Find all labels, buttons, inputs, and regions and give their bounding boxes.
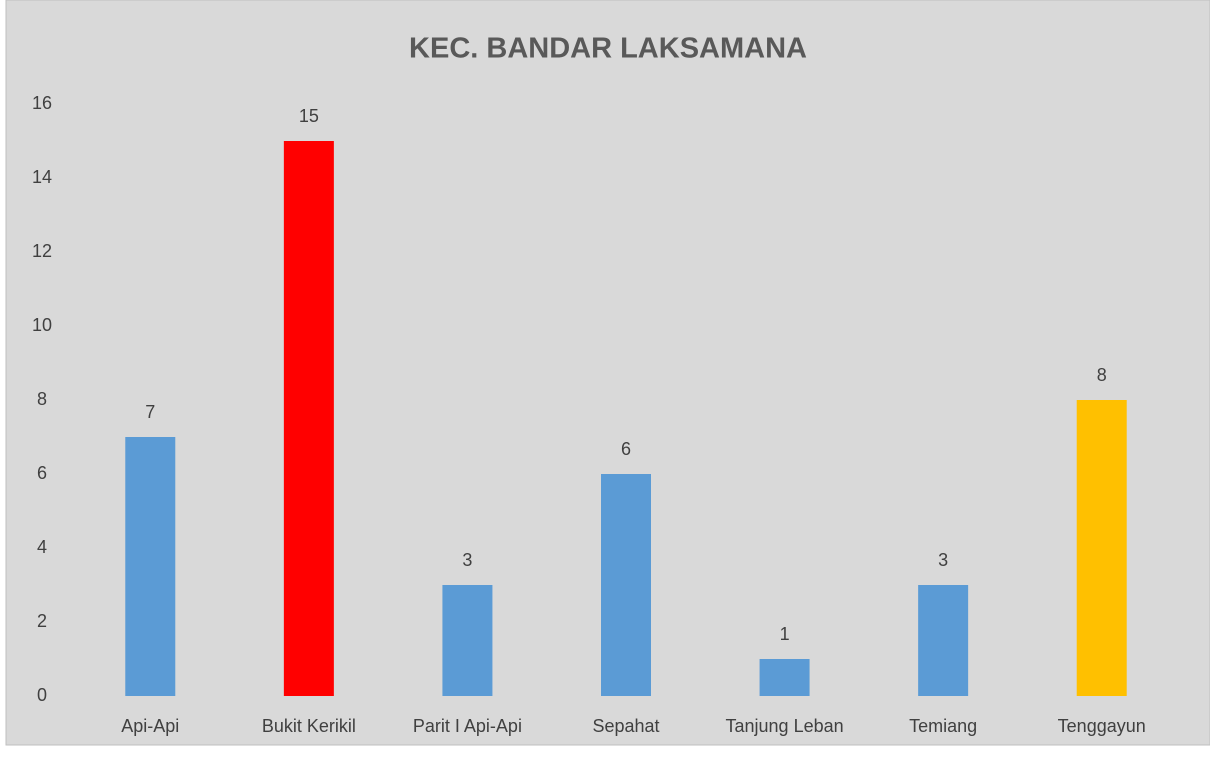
bar — [442, 585, 493, 696]
x-tick-label: Temiang — [909, 716, 977, 736]
y-tick-label: 6 — [37, 463, 47, 483]
data-label: 3 — [938, 550, 948, 570]
data-label: 7 — [145, 402, 155, 422]
y-tick-label: 0 — [37, 685, 47, 705]
bar — [918, 585, 969, 696]
data-label: 15 — [299, 106, 319, 126]
y-tick-label: 12 — [32, 241, 52, 261]
y-tick-label: 10 — [32, 315, 52, 335]
data-label: 6 — [621, 439, 631, 459]
bar — [125, 437, 176, 696]
x-tick-label: Parit I Api-Api — [413, 716, 522, 736]
y-tick-label: 8 — [37, 389, 47, 409]
x-tick-label: Tenggayun — [1058, 716, 1146, 736]
data-label: 3 — [462, 550, 472, 570]
y-tick-label: 14 — [32, 167, 52, 187]
bar — [1076, 400, 1127, 696]
x-tick-label: Sepahat — [592, 716, 659, 736]
data-label: 8 — [1097, 365, 1107, 385]
x-tick-label: Api-Api — [121, 716, 179, 736]
bar — [759, 659, 810, 696]
bar — [283, 141, 334, 696]
x-tick-label: Bukit Kerikil — [262, 716, 356, 736]
data-label: 1 — [780, 624, 790, 644]
chart-title: KEC. BANDAR LAKSAMANA — [409, 33, 807, 65]
x-tick-label: Tanjung Leban — [726, 716, 844, 736]
y-tick-label: 16 — [32, 93, 52, 113]
bar — [601, 474, 651, 696]
y-tick-label: 2 — [37, 611, 47, 631]
y-tick-label: 4 — [37, 537, 47, 557]
